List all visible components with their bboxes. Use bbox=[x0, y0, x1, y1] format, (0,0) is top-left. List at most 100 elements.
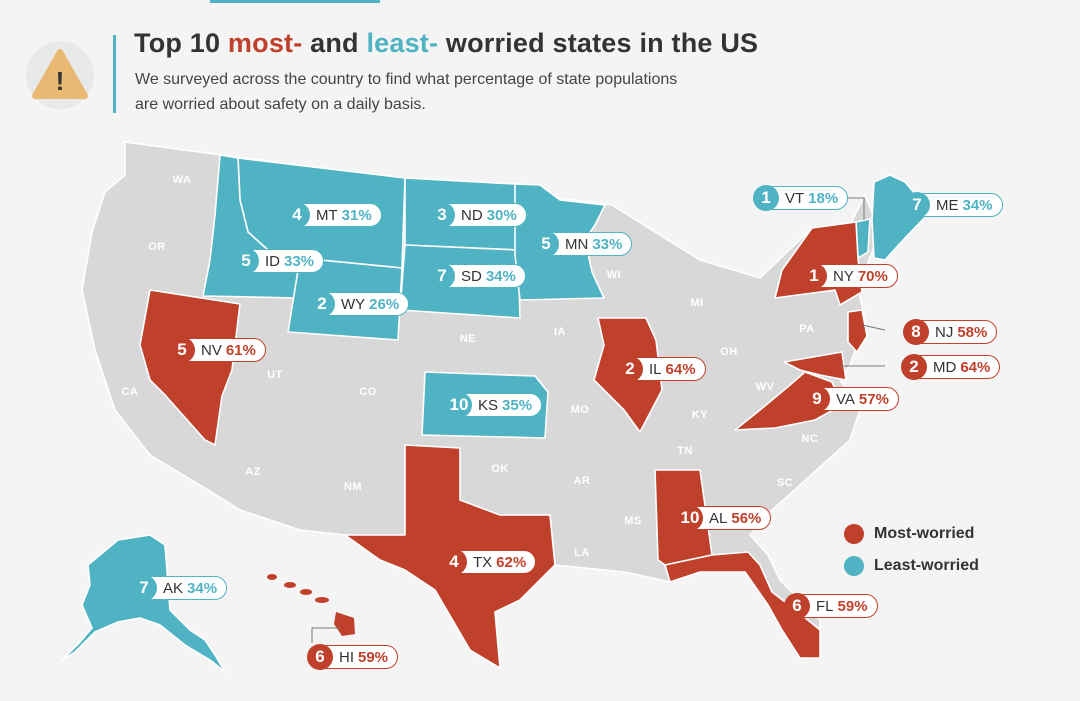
state-label-ky: KY bbox=[692, 409, 708, 421]
callout-ak: 7 AK 34% bbox=[131, 575, 228, 601]
callout-percent: 70% bbox=[857, 267, 888, 285]
callout-al: 10 AL 56% bbox=[677, 505, 772, 531]
svg-text:!: ! bbox=[56, 66, 65, 96]
callout-il: 2 IL 64% bbox=[617, 356, 706, 382]
state-label-wa: WA bbox=[173, 174, 192, 186]
warning-icon: ! bbox=[26, 41, 94, 109]
callout-state: FL bbox=[816, 597, 834, 615]
callout-rank: 1 bbox=[801, 263, 827, 289]
callout-percent: 34% bbox=[485, 267, 516, 285]
callout-state: MT bbox=[316, 206, 338, 224]
title-prefix: Top 10 bbox=[134, 28, 228, 58]
state-label-co: CO bbox=[359, 386, 377, 398]
callout-state: NY bbox=[833, 267, 854, 285]
state-label-ok: OK bbox=[491, 463, 509, 475]
callout-tx: 4 TX 62% bbox=[441, 549, 537, 575]
callout-state: VT bbox=[785, 189, 805, 207]
callout-fl: 6 FL 59% bbox=[784, 593, 878, 619]
callout-rank: 3 bbox=[429, 202, 455, 228]
callout-percent: 64% bbox=[665, 360, 696, 378]
state-hawaii bbox=[267, 574, 355, 636]
state-label-pa: PA bbox=[799, 323, 814, 335]
legend: Most-worried Least-worried bbox=[844, 518, 979, 582]
callout-percent: 31% bbox=[341, 206, 372, 224]
callout-rank: 7 bbox=[429, 263, 455, 289]
callout-ny: 1 NY 70% bbox=[801, 263, 898, 289]
callout-percent: 18% bbox=[808, 189, 839, 207]
state-alaska bbox=[61, 534, 226, 673]
state-maine bbox=[871, 174, 931, 261]
callout-leaders bbox=[311, 197, 886, 643]
title-mid: and bbox=[302, 28, 367, 58]
callout-vt: 1 VT 18% bbox=[753, 185, 849, 211]
callout-state: MN bbox=[565, 235, 589, 253]
state-label-wv: WV bbox=[756, 381, 775, 393]
callout-rank: 9 bbox=[804, 386, 830, 412]
callout-nv: 5 NV 61% bbox=[169, 337, 266, 363]
legend-least-swatch bbox=[844, 556, 864, 576]
callout-state: NJ bbox=[935, 323, 954, 341]
legend-most-label: Most-worried bbox=[874, 525, 975, 542]
callout-percent: 58% bbox=[957, 323, 988, 341]
state-label-ar: AR bbox=[574, 475, 591, 487]
state-label-tn: TN bbox=[677, 445, 693, 457]
legend-most: Most-worried bbox=[844, 518, 979, 550]
callout-rank: 6 bbox=[784, 593, 810, 619]
callout-state: ME bbox=[936, 196, 959, 214]
callout-rank: 8 bbox=[903, 319, 929, 345]
callout-state: MD bbox=[933, 358, 957, 376]
callout-wy: 2 WY 26% bbox=[309, 291, 410, 317]
state-label-mo: MO bbox=[571, 404, 590, 416]
callout-state: AK bbox=[163, 579, 184, 597]
state-label-wi: WI bbox=[607, 269, 621, 281]
callout-state: WY bbox=[341, 295, 366, 313]
callout-percent: 57% bbox=[858, 390, 889, 408]
legend-least: Least-worried bbox=[844, 550, 979, 582]
callout-percent: 61% bbox=[225, 341, 256, 359]
top-accent-bar bbox=[210, 0, 380, 3]
callout-rank: 10 bbox=[677, 505, 703, 531]
callout-percent: 35% bbox=[502, 396, 533, 414]
callout-percent: 30% bbox=[486, 206, 517, 224]
callout-rank: 1 bbox=[753, 185, 779, 211]
callout-state: ND bbox=[461, 206, 483, 224]
callout-nd: 3 ND 30% bbox=[429, 202, 527, 228]
title-most: most- bbox=[227, 28, 303, 58]
callout-percent: 33% bbox=[592, 235, 623, 253]
state-abbreviations: WA OR CA UT CO NE AZ NM OK AR LA MS TN KY IA MO WI MI OH WV… bbox=[122, 174, 818, 559]
callout-rank: 4 bbox=[441, 549, 467, 575]
state-label-az: AZ bbox=[245, 466, 261, 478]
callout-state: SD bbox=[461, 267, 482, 285]
legend-least-label: Least-worried bbox=[874, 557, 979, 574]
legend-most-swatch bbox=[844, 524, 864, 544]
callout-va: 9 VA 57% bbox=[804, 386, 899, 412]
state-label-oh: OH bbox=[720, 346, 738, 358]
state-florida bbox=[664, 551, 821, 659]
callout-nj: 8 NJ 58% bbox=[903, 319, 998, 345]
nj-leader bbox=[861, 324, 886, 331]
state-new-jersey bbox=[847, 309, 868, 353]
state-label-ms: MS bbox=[624, 515, 642, 527]
callout-rank: 10 bbox=[446, 392, 472, 418]
page-title: Top 10 most- and least- worried states i… bbox=[134, 28, 758, 59]
callout-rank: 6 bbox=[307, 644, 333, 670]
callout-rank: 2 bbox=[901, 354, 927, 380]
callout-state: TX bbox=[473, 553, 493, 571]
callout-rank: 2 bbox=[617, 356, 643, 382]
vt-leader bbox=[843, 197, 865, 220]
callout-md: 2 MD 64% bbox=[901, 354, 1001, 380]
callout-rank: 4 bbox=[284, 202, 310, 228]
callout-state: HI bbox=[339, 648, 354, 666]
title-suffix: worried states in the US bbox=[438, 28, 759, 58]
callout-percent: 33% bbox=[284, 252, 315, 270]
callout-rank: 7 bbox=[904, 192, 930, 218]
state-label-la: LA bbox=[574, 547, 590, 559]
callout-rank: 5 bbox=[233, 248, 259, 274]
callout-percent: 34% bbox=[962, 196, 993, 214]
hi-leader bbox=[311, 627, 340, 643]
state-label-mi: MI bbox=[690, 297, 703, 309]
callout-hi: 6 HI 59% bbox=[307, 644, 399, 670]
callout-rank: 5 bbox=[169, 337, 195, 363]
page-subtitle: We surveyed across the country to find w… bbox=[135, 71, 678, 113]
callout-rank: 7 bbox=[131, 575, 157, 601]
